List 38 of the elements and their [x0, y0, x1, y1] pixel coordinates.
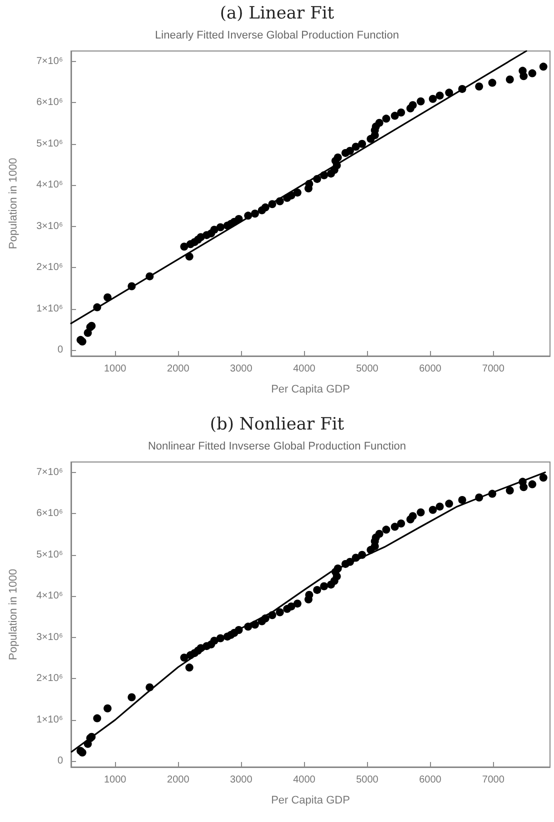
- x-tick-label: 1000: [104, 364, 127, 374]
- x-tick-label: 4000: [293, 364, 316, 374]
- x-axis-title: Per Capita GDP: [271, 794, 350, 806]
- y-tick-label: 6×10⁶: [36, 97, 63, 108]
- y-tick-label: 0: [57, 756, 64, 767]
- y-tick-label: 0: [57, 344, 64, 356]
- chart-title: (a) Linear Fit: [220, 4, 334, 24]
- y-tick-label: 7×10⁶: [36, 56, 63, 67]
- y-tick-label: 3×10⁶: [36, 632, 63, 643]
- x-tick-label: 4000: [293, 774, 316, 786]
- x-axis-title: Per Capita GDP: [271, 384, 350, 396]
- y-axis-title: Population in 1000: [8, 158, 20, 250]
- x-tick-label: 7000: [482, 364, 505, 374]
- x-tick-label: 6000: [419, 364, 442, 374]
- x-tick-label: 3000: [230, 774, 253, 786]
- y-tick-label: 4×10⁶: [36, 180, 63, 191]
- y-tick-label: 2×10⁶: [36, 673, 63, 684]
- chart-subtitle: Nonlinear Fitted Invserse Global Production Function: [148, 440, 406, 452]
- y-axis-title: Population in 1000: [8, 568, 20, 660]
- y-tick-label: 5×10⁶: [36, 138, 63, 150]
- x-tick-label: 5000: [356, 774, 379, 786]
- x-tick-label: 2000: [167, 364, 190, 374]
- x-tick-label: 2000: [167, 774, 190, 786]
- y-tick-label: 1×10⁶: [36, 303, 63, 314]
- chart-title: (b) Nonliear Fit: [210, 414, 344, 434]
- x-tick-label: 1000: [104, 774, 127, 786]
- x-tick-label: 3000: [230, 364, 253, 374]
- x-tick-label: 7000: [482, 774, 505, 786]
- y-tick-label: 3×10⁶: [36, 220, 63, 232]
- x-tick-label: 6000: [419, 774, 442, 786]
- y-tick-label: 5×10⁶: [36, 549, 63, 560]
- y-tick-label: 4×10⁶: [36, 590, 63, 602]
- x-tick-label: 5000: [356, 364, 379, 374]
- chart-subtitle: Linearly Fitted Inverse Global Production Function: [155, 30, 399, 42]
- y-tick-label: 1×10⁶: [36, 714, 63, 726]
- y-tick-label: 6×10⁶: [36, 508, 63, 520]
- y-tick-label: 2×10⁶: [36, 262, 63, 274]
- y-tick-label: 7×10⁶: [36, 466, 63, 478]
